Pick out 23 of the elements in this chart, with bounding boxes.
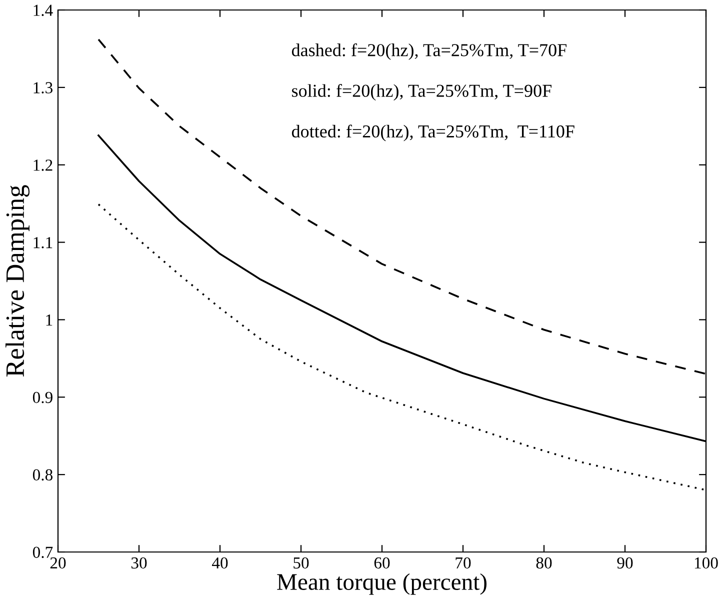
x-tick-label: 60 [374,557,390,569]
y-tick-label: 0.7 [32,546,53,558]
y-axis-title: Relative Damping [6,185,30,377]
y-tick-label: 1.4 [34,4,53,16]
x-tick-label: 50 [294,557,309,569]
annotation: dashed: f=20(hz), Ta=25%Tm, T=70F [292,43,566,60]
x-tick-label: 20 [50,557,66,569]
line-series [98,203,706,491]
y-tick-label: 1 [46,314,52,326]
annotation: dotted: f=20(hz), Ta=25%Tm, T=110F [292,124,574,142]
x-tick-label: 70 [456,557,471,569]
x-tick-label: 30 [131,557,147,569]
y-tick-label: 1.1 [34,237,52,248]
y-tick-label: 0.9 [32,392,52,404]
x-tick-label: 80 [536,557,552,569]
x-tick-label: 90 [617,557,633,569]
y-tick-label: 1.2 [34,160,52,171]
y-tick-label: 1.3 [34,82,52,94]
x-axis-title: Mean torque (percent) [277,573,486,595]
x-tick-label: 100 [694,557,718,569]
y-tick-label: 0.8 [32,469,53,481]
annotation: solid: f=20(hz), Ta=25%Tm, T=90F [292,84,552,101]
x-tick-label: 40 [212,557,228,569]
